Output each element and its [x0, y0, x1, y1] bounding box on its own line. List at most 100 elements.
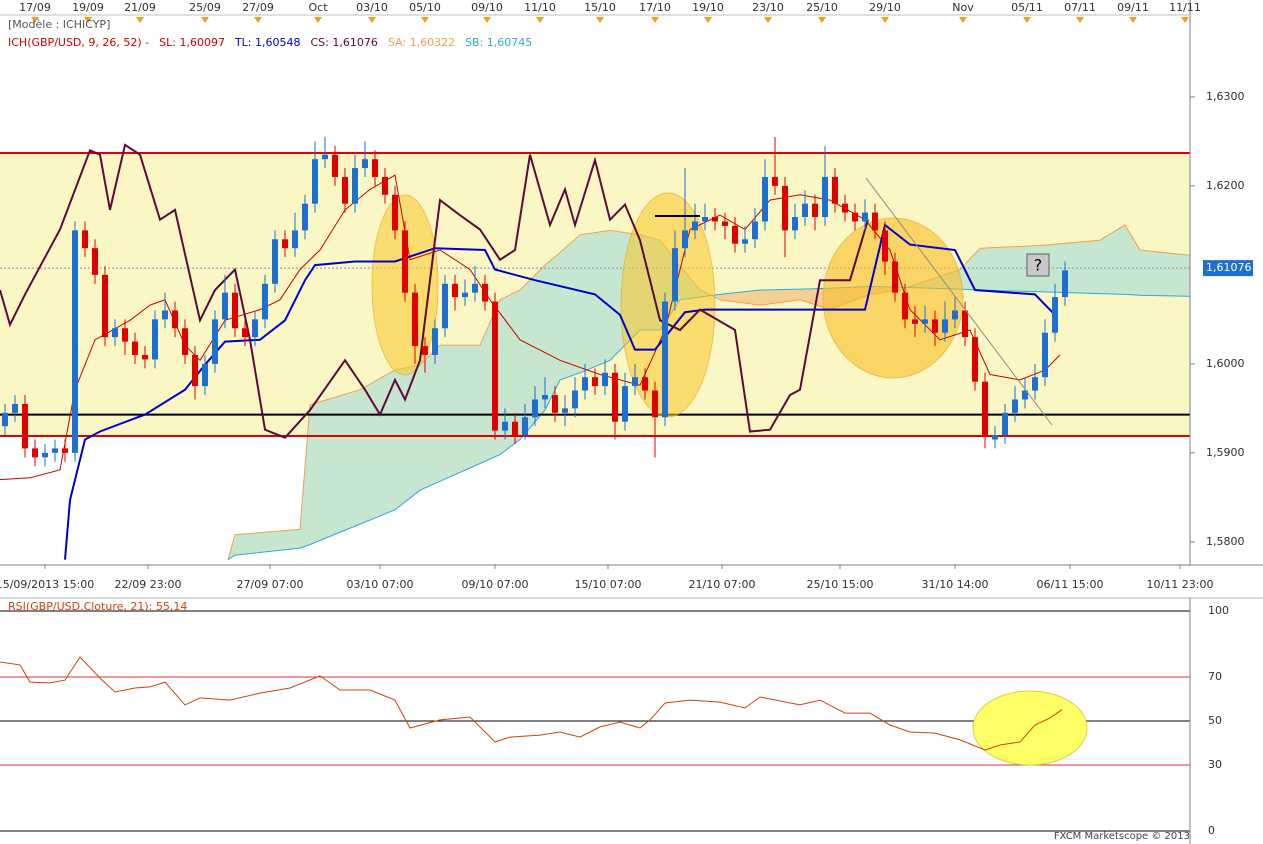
cloud-segment: [310, 389, 360, 545]
top-date-label: 21/09: [124, 1, 156, 14]
candle-body: [232, 292, 238, 329]
cloud-segment: [235, 529, 300, 556]
candle-body: [622, 386, 628, 422]
candle-body: [402, 230, 408, 293]
candle-body: [182, 328, 188, 355]
top-date-marker: [31, 17, 39, 23]
annotation-text: ?: [1034, 256, 1043, 275]
candle-body: [472, 283, 478, 293]
candle-body: [82, 230, 88, 249]
candle-body: [692, 221, 698, 231]
candle-body: [812, 203, 818, 218]
x-tick-label: 15/10 07:00: [575, 578, 642, 591]
cloud-segment: [440, 345, 480, 482]
candle-body: [1052, 297, 1058, 333]
candle-body: [742, 239, 748, 244]
candle-body: [32, 448, 38, 458]
top-date-label: 23/10: [752, 1, 784, 14]
candle-body: [862, 212, 868, 222]
candle-body: [832, 176, 838, 204]
candle-body: [922, 319, 928, 324]
candle-body: [992, 435, 998, 440]
candle-body: [42, 452, 48, 458]
candle-body: [912, 319, 918, 324]
candle-body: [562, 408, 568, 413]
candle-body: [512, 421, 518, 436]
candle-body: [192, 354, 198, 387]
candle-body: [572, 390, 578, 409]
y-tick-label: 1,6000: [1206, 357, 1245, 370]
candle-body: [452, 283, 458, 298]
top-date-label: 03/10: [356, 1, 388, 14]
candle-body: [872, 212, 878, 231]
candle-body: [312, 159, 318, 204]
top-date-marker: [536, 17, 544, 23]
candle-body: [2, 412, 8, 427]
candle-body: [262, 283, 268, 320]
annotation-box: [1026, 253, 1050, 277]
candle-body: [292, 230, 298, 249]
y-tick-label: 0: [1208, 824, 1215, 837]
top-date-label: 29/10: [869, 1, 901, 14]
candle-body: [152, 319, 158, 360]
candle-body: [362, 159, 368, 169]
rsi-title: RSI(GBP/USD.Cloture, 21): 55,14: [8, 600, 187, 613]
top-date-marker: [421, 17, 429, 23]
candle-body: [732, 225, 738, 244]
candle-body: [1022, 390, 1028, 400]
top-date-marker: [596, 17, 604, 23]
candle-body: [802, 203, 808, 218]
drawings: ? [Modèle : ICHICYP] RSI(GBP/USD.Cloture…: [8, 18, 1190, 842]
candle-body: [242, 328, 248, 338]
top-date-marker: [651, 17, 659, 23]
y-tick-label: 100: [1208, 604, 1229, 617]
cloud-segment: [1040, 240, 1100, 294]
top-date-marker: [881, 17, 889, 23]
cloud-segment: [1125, 225, 1140, 296]
candle-body: [122, 328, 128, 342]
candle-body: [772, 176, 778, 186]
candle-body: [112, 328, 118, 338]
y-tick-label: 1,5900: [1206, 446, 1245, 459]
top-date-label: 25/10: [806, 1, 838, 14]
candle-body: [672, 248, 678, 302]
candle-body: [642, 377, 648, 391]
candle-body: [752, 221, 758, 240]
top-date-marker: [1023, 17, 1031, 23]
cloud-segment: [960, 248, 980, 290]
top-date-label: 11/11: [1169, 1, 1201, 14]
cloud-segment: [395, 364, 420, 510]
top-date-marker: [136, 17, 144, 23]
footer: FXCM Marketscope © 2013: [1054, 831, 1190, 842]
legend-entry: TL: 1,60548: [234, 36, 301, 49]
candle-body: [712, 217, 718, 222]
cloud-segment: [980, 245, 1040, 292]
candle-body: [52, 448, 58, 453]
candle-body: [202, 363, 208, 387]
candle-body: [1062, 270, 1068, 298]
candle-body: [612, 372, 618, 422]
top-date-marker: [254, 17, 262, 23]
current-price-box: [1203, 260, 1253, 277]
candle-body: [382, 176, 388, 195]
candle-body: [222, 292, 228, 320]
cloud-segment: [560, 234, 580, 380]
candle-body: [442, 283, 448, 329]
top-date-marker: [959, 17, 967, 23]
highlight-ellipse: [972, 690, 1088, 766]
cloud-segment: [520, 265, 545, 440]
candle-body: [792, 217, 798, 231]
legend-entry: SL: 1,60097: [159, 36, 225, 49]
candle-body: [22, 403, 28, 449]
candle-body: [972, 337, 978, 382]
cloud-segment: [760, 289, 800, 306]
candle-body: [632, 377, 638, 387]
candle-body: [552, 395, 558, 413]
candle-body: [762, 176, 768, 222]
top-date-marker: [818, 17, 826, 23]
candle-body: [302, 203, 308, 231]
cloud-segment: [800, 288, 830, 310]
candle-body: [1042, 332, 1048, 378]
candle-body: [72, 230, 78, 453]
candle-body: [892, 261, 898, 293]
